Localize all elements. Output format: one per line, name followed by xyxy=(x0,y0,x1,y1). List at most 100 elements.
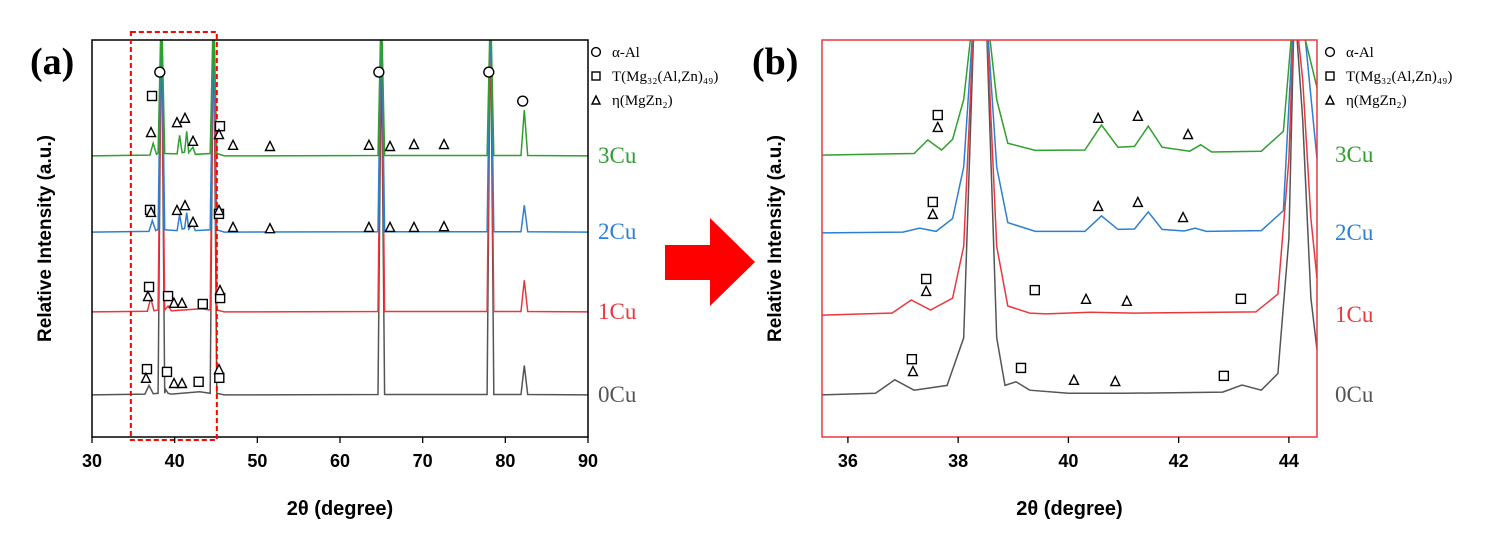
phase-marker xyxy=(1092,199,1104,212)
series-label: 0Cu xyxy=(1335,382,1374,407)
phase-marker xyxy=(146,90,158,102)
phase-marker xyxy=(920,284,932,297)
panel-label: (b) xyxy=(752,41,798,83)
series-label: 3Cu xyxy=(1335,142,1374,167)
legend-symbol xyxy=(590,46,602,58)
phase-marker xyxy=(363,138,375,151)
arrow xyxy=(665,218,755,306)
arrow-shape xyxy=(665,218,755,306)
phase-marker xyxy=(920,273,932,285)
phase-marker xyxy=(1235,293,1247,305)
phase-marker xyxy=(438,220,450,232)
plot-frame xyxy=(91,39,589,438)
x-tick-label: 40 xyxy=(1058,451,1078,471)
phase-marker xyxy=(145,205,157,218)
x-tick-label: 42 xyxy=(1169,451,1189,471)
phase-marker xyxy=(1080,292,1092,305)
phase-marker xyxy=(176,376,188,389)
phase-marker xyxy=(197,298,208,310)
x-tick-label: 36 xyxy=(838,451,858,471)
phase-marker xyxy=(168,376,180,389)
x-tick-label: 40 xyxy=(165,451,185,471)
phase-marker xyxy=(162,290,174,302)
phase-marker xyxy=(264,139,276,152)
series-line xyxy=(92,40,588,233)
plot-frame xyxy=(821,39,1318,438)
series-label: 3Cu xyxy=(598,143,637,168)
x-tick-label: 44 xyxy=(1279,451,1299,471)
phase-marker xyxy=(1015,362,1027,374)
series-line xyxy=(822,40,1317,234)
legend-label: η(MgZn₂) xyxy=(1346,93,1407,109)
phase-marker xyxy=(171,203,183,216)
phase-marker xyxy=(483,66,495,78)
phase-marker xyxy=(1132,109,1144,122)
phase-marker xyxy=(179,199,191,211)
series-label: 2Cu xyxy=(598,219,637,244)
y-axis-label: Relative Intensity (a.u.) xyxy=(35,135,56,342)
x-tick-label: 50 xyxy=(247,451,267,471)
phase-marker xyxy=(384,139,396,152)
phase-marker xyxy=(154,66,166,78)
series-label: 1Cu xyxy=(1335,302,1374,327)
phase-marker xyxy=(927,196,938,208)
phase-marker xyxy=(1218,370,1230,382)
legend-symbol xyxy=(1325,71,1335,81)
phase-marker xyxy=(143,281,155,293)
phase-marker xyxy=(384,220,396,233)
chart: 0Cu 1Cu 2Cu 3Cu 36 38 40 42 44 2θ (degree) Relativ… xyxy=(752,39,1452,520)
phase-marker xyxy=(140,371,152,384)
phase-marker xyxy=(142,289,154,302)
phase-marker xyxy=(1068,373,1080,386)
phase-marker xyxy=(161,366,173,378)
phase-marker xyxy=(213,128,225,140)
series-line xyxy=(92,40,588,396)
x-tick-label: 80 xyxy=(495,451,515,471)
series-line xyxy=(92,40,588,157)
phase-marker xyxy=(187,215,199,228)
x-tick-label: 30 xyxy=(82,451,102,471)
legend-symbol xyxy=(1324,94,1336,105)
phase-marker xyxy=(1092,111,1104,124)
series-line xyxy=(822,40,1317,316)
phase-marker xyxy=(408,137,420,150)
legend-symbol xyxy=(590,94,602,105)
legend-label: T(Mg₃₂(Al,Zn)₄₉) xyxy=(1346,69,1452,85)
chart: 0Cu 1Cu 2Cu 3Cu 30 40 50 60 70 80 90 2θ (degree) Rel… xyxy=(30,31,718,520)
phase-marker xyxy=(1121,294,1133,307)
phase-marker xyxy=(171,116,183,128)
x-axis-label: 2θ (degree) xyxy=(1016,498,1122,520)
series-label: 2Cu xyxy=(1335,220,1374,245)
phase-marker xyxy=(193,376,204,388)
phase-marker xyxy=(1132,195,1144,208)
phase-marker xyxy=(517,95,529,107)
phase-marker xyxy=(907,365,919,377)
phase-marker xyxy=(179,111,191,124)
phase-marker xyxy=(227,138,239,151)
phase-marker xyxy=(213,203,225,216)
panel-label: (a) xyxy=(30,41,74,83)
series-line xyxy=(822,40,1317,156)
phase-marker xyxy=(1029,284,1040,296)
series-label: 1Cu xyxy=(598,299,637,324)
phase-marker xyxy=(145,126,157,138)
phase-marker xyxy=(363,220,375,233)
legend-label: T(Mg₃₂(Al,Zn)₄₉) xyxy=(612,69,718,85)
x-tick-label: 70 xyxy=(413,451,433,471)
phase-marker xyxy=(227,220,239,233)
y-axis-label: Relative Intensity (a.u.) xyxy=(765,135,786,342)
phase-marker xyxy=(373,66,385,78)
phase-marker xyxy=(932,109,943,121)
series-line xyxy=(822,40,1317,396)
x-axis-label: 2θ (degree) xyxy=(287,498,393,520)
phase-marker xyxy=(213,363,225,375)
phase-marker xyxy=(932,120,944,133)
legend-label: α-Al xyxy=(612,45,640,61)
legend-symbol xyxy=(1324,46,1336,58)
legend-label: η(MgZn₂) xyxy=(612,93,673,109)
x-tick-label: 60 xyxy=(330,451,350,471)
phase-marker xyxy=(214,372,225,384)
phase-marker xyxy=(1182,128,1194,140)
series-label: 0Cu xyxy=(598,382,637,407)
